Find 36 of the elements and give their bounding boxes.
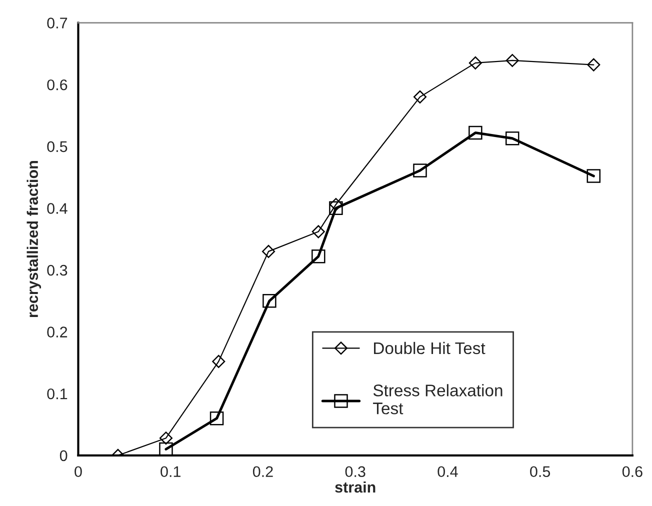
x-axis-title: strain	[335, 481, 376, 493]
point	[159, 432, 173, 445]
point	[312, 225, 325, 238]
y-tick-label: 0.5	[47, 141, 68, 152]
point	[413, 90, 427, 104]
y-tick-label: 0.3	[47, 264, 68, 276]
y-tick-label: 0.1	[47, 388, 68, 400]
point	[159, 442, 173, 456]
y-tick-label: 0	[60, 450, 68, 462]
y-tick-label: 0.4	[47, 203, 68, 214]
point	[212, 354, 226, 368]
legend-label: Stress Relaxation Test	[373, 384, 502, 414]
y-tick-label: 0.2	[47, 326, 68, 338]
point	[262, 244, 276, 258]
legend-label: Double Hit Test	[374, 342, 486, 354]
x-tick-label: 0	[74, 466, 82, 478]
point	[210, 411, 224, 426]
point	[413, 164, 427, 178]
point	[505, 131, 520, 146]
point	[468, 126, 482, 140]
point	[587, 58, 600, 72]
y-axis-title: recrystallized fraction	[26, 161, 42, 318]
point	[506, 54, 519, 67]
point	[262, 294, 276, 308]
point	[312, 250, 326, 264]
x-tick-label: 0.1	[160, 466, 180, 478]
x-tick-label: 0.4	[438, 466, 458, 478]
y-tick-label: 0.6	[47, 79, 68, 90]
x-tick-label: 0.3	[345, 466, 366, 478]
point	[586, 169, 601, 183]
x-tick-label: 0.6	[622, 466, 642, 478]
y-tick-label: 0.7	[47, 18, 68, 28]
point	[329, 201, 343, 216]
x-tick-label: 0.5	[530, 466, 550, 478]
point	[468, 56, 482, 70]
x-tick-label: 0.2	[252, 466, 273, 478]
